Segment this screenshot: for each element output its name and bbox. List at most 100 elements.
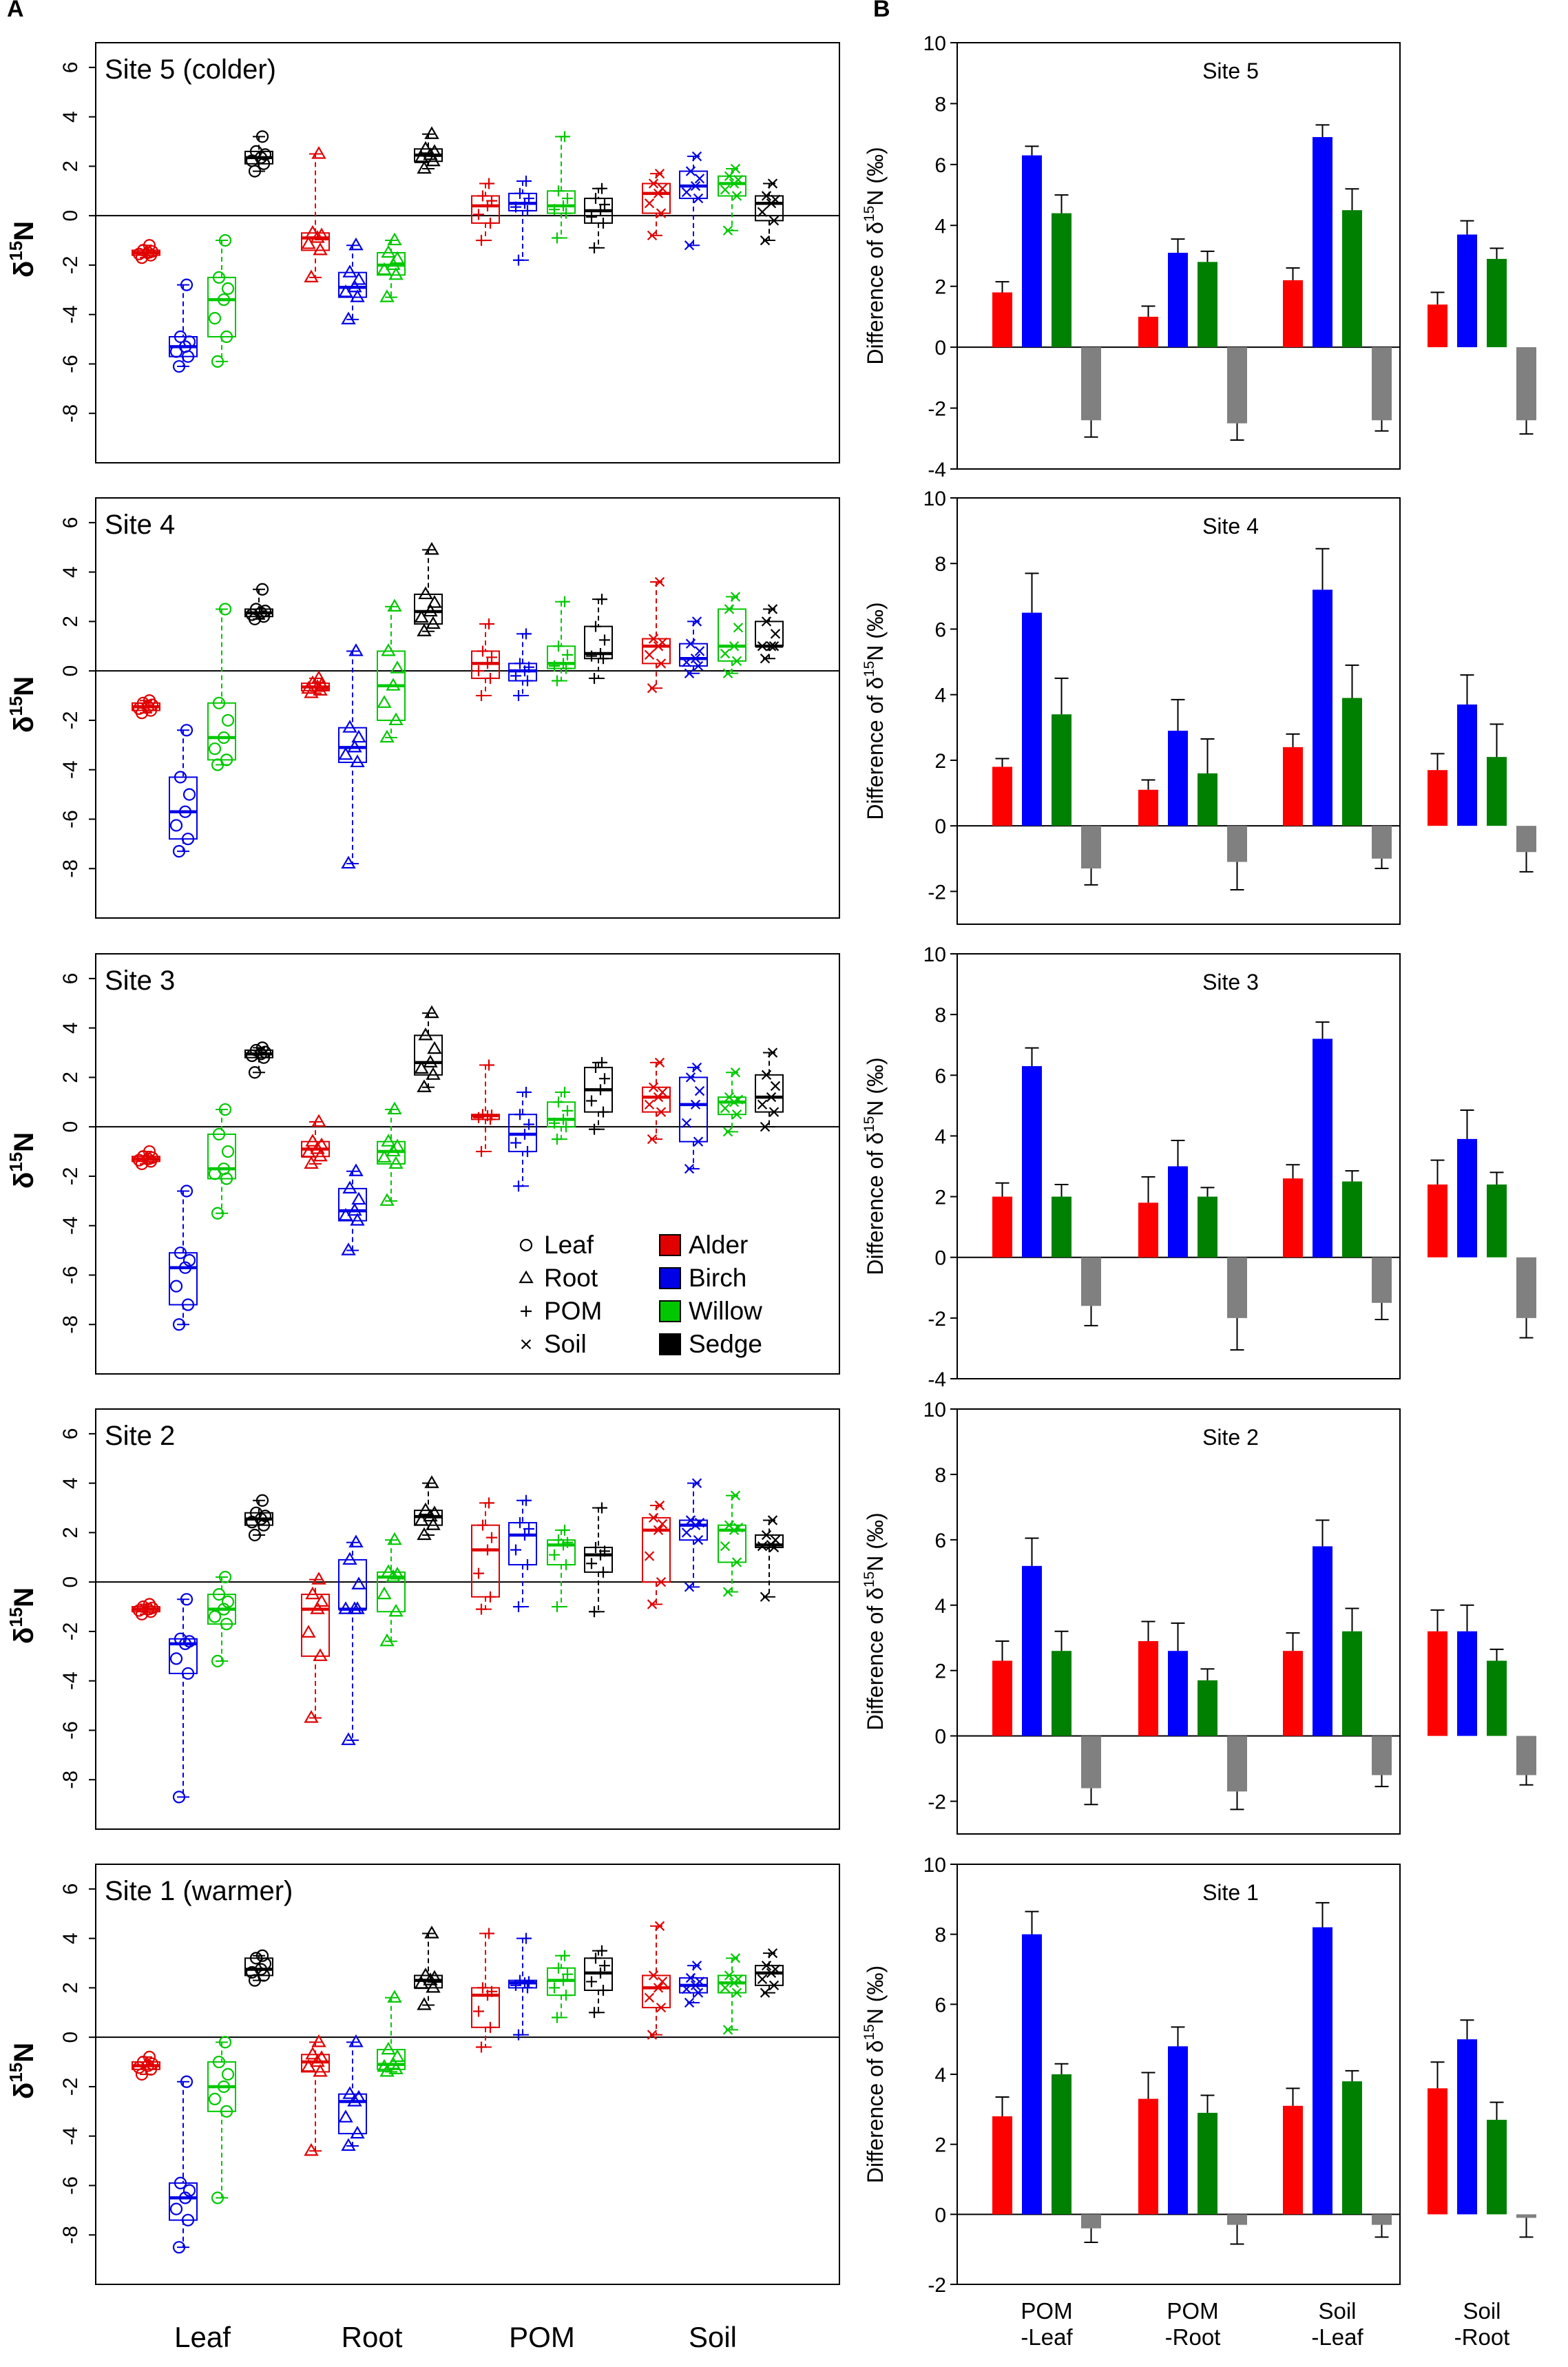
data-point (685, 638, 696, 649)
data-point (350, 754, 365, 768)
data-point (417, 623, 432, 636)
data-point (483, 1059, 494, 1071)
legend-label: Willow (689, 1297, 762, 1325)
data-point (178, 2191, 192, 2204)
box-leaf-alder (132, 1145, 160, 1171)
data-point (522, 1559, 533, 1571)
data-point (211, 355, 224, 368)
data-point (414, 150, 429, 163)
data-point (144, 2063, 158, 2076)
data-point (685, 1972, 696, 1983)
bar-alder (992, 1196, 1012, 1258)
y-tick-label: -6 (59, 355, 82, 373)
box-iqr (377, 2049, 406, 2070)
data-point (558, 1974, 569, 1986)
y-tick-label: 4 (934, 1125, 946, 1148)
data-point (248, 1066, 262, 1079)
data-point (553, 1096, 564, 1108)
data-point (172, 845, 186, 858)
legend-label: Soil (544, 1330, 587, 1358)
data-point (381, 1134, 396, 1147)
y-tick-label: 0 (934, 1247, 946, 1270)
legend-swatch-willow (659, 1300, 681, 1322)
x-category-label: Soil -Root (1454, 2298, 1510, 2350)
bar-alder (1283, 1651, 1303, 1736)
data-point (731, 1557, 742, 1567)
data-point (143, 1145, 156, 1158)
y-tick-label: 2 (934, 2134, 946, 2157)
data-point (182, 1635, 196, 1648)
y-tick-label: 2 (934, 1187, 946, 1209)
box-root-sedge (414, 1926, 443, 2010)
box-pom-birch (508, 1932, 537, 2041)
y-tick-label: 8 (934, 1004, 946, 1027)
bar-willow (1052, 714, 1072, 826)
y-axis-label: Difference of δ15N (‰) (861, 1057, 888, 1275)
data-point (657, 1977, 668, 1987)
data-point (477, 190, 488, 202)
y-tick-label: 2 (934, 276, 946, 299)
data-point (426, 1517, 441, 1530)
box-leaf-birch (169, 1185, 198, 1331)
data-point (257, 157, 271, 170)
bar-sedge (1081, 2214, 1101, 2229)
data-point (483, 178, 494, 189)
y-tick-label: -6 (59, 810, 82, 828)
box-iqr (755, 1965, 784, 1986)
y-tick-label: 4 (59, 1932, 82, 1944)
data-point (647, 683, 658, 694)
data-point (347, 1202, 362, 1216)
box-iqr (207, 702, 236, 761)
data-point (553, 185, 564, 197)
y-tick-label: -6 (59, 1721, 82, 1740)
data-point (561, 1121, 572, 1133)
site-title: Site 4 (1202, 514, 1259, 539)
data-point (249, 1952, 263, 1965)
data-point (647, 230, 658, 241)
legend-swatch-sedge (659, 1333, 681, 1355)
data-point (561, 207, 572, 219)
y-tick-label: -2 (928, 1791, 946, 1814)
panel-a: -8 -6 -4 -2 0 2 4 6 δ15N Site 5 (colder) -8 -6 -4 -2 0… (6, 42, 840, 2353)
data-point (589, 672, 600, 684)
data-point (757, 641, 768, 651)
data-point (654, 168, 665, 179)
data-point (477, 645, 488, 657)
data-point (208, 1610, 222, 1623)
data-point (770, 194, 781, 205)
data-point (552, 2012, 563, 2023)
legend-swatch-birch (659, 1267, 681, 1289)
data-point (656, 1107, 667, 1117)
data-point (552, 1601, 563, 1613)
data-point (761, 1960, 772, 1971)
box-pom-alder (471, 1497, 500, 1615)
data-point (514, 1109, 525, 1120)
data-point (208, 2092, 222, 2105)
bar-willow (1487, 2120, 1507, 2215)
data-point (426, 616, 441, 629)
data-point (221, 1595, 235, 1608)
data-point (217, 1162, 231, 1176)
legend-marker-soil (521, 1339, 532, 1350)
y-tick-label: 8 (934, 553, 946, 576)
box-root-alder (301, 1572, 330, 1723)
data-point (351, 1576, 366, 1589)
box-root-sedge (414, 126, 443, 174)
data-point (477, 1519, 488, 1531)
bar-birch (1022, 1066, 1042, 1258)
y-tick-label: -4 (59, 1671, 82, 1690)
data-point (414, 1061, 429, 1074)
data-point (596, 1945, 607, 1957)
box-iqr (718, 608, 746, 662)
data-point (724, 604, 735, 614)
data-point (180, 724, 194, 737)
data-point (417, 160, 432, 174)
box-iqr (338, 271, 367, 298)
bar-sedge (1081, 347, 1101, 421)
bar-alder (1283, 2105, 1303, 2215)
data-point (217, 1603, 231, 1616)
data-point (379, 1633, 395, 1647)
data-point (482, 1544, 493, 1556)
boxplot-site-5: -8 -6 -4 -2 0 2 4 6 δ15N Site 1 (warmer) (6, 1864, 840, 2285)
y-tick-label: -8 (59, 859, 82, 878)
